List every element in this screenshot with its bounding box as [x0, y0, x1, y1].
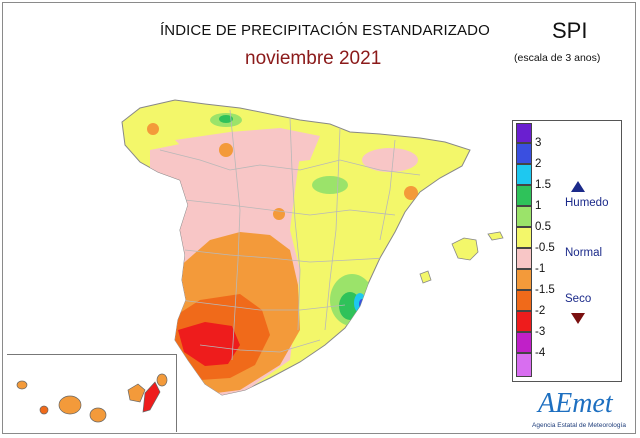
legend-tick-m0-5: -0.5 [535, 242, 555, 254]
index-scale: (escala de 3 anos) [514, 52, 601, 64]
legend-tick-m1-5: -1.5 [535, 284, 555, 296]
canary-inset-frame [7, 354, 177, 432]
ibiza [419, 270, 432, 284]
legend-tick-m2: -2 [535, 305, 546, 317]
canary-islands [16, 373, 168, 423]
legend-swatch-7 [516, 269, 532, 290]
legend-tick-1-5: 1.5 [535, 179, 551, 191]
legend-tick-2: 2 [535, 158, 542, 170]
legend-tick-0-5: 0.5 [535, 221, 551, 233]
wet-zone-center [312, 176, 348, 194]
legend-tick-1: 1 [535, 200, 542, 212]
dry-triangle-icon [571, 313, 585, 324]
legend-swatch-10 [516, 332, 532, 353]
legend-swatch-3 [516, 185, 532, 206]
legend-swatch-2 [516, 164, 532, 185]
legend-category-dry: Seco [565, 293, 592, 305]
aemet-logo: AEmet Agencia Estatal de Meteorología [530, 388, 630, 432]
menorca [487, 231, 504, 241]
logo-wordmark: AEmet [538, 388, 613, 419]
legend-swatch-8 [516, 290, 532, 311]
legend: 3 2 1.5 1 0.5 -0.5 -1 -1.5 -2 -3 -4 Hume… [512, 120, 622, 382]
legend-category-normal: Normal [565, 247, 603, 259]
map-period: noviembre 2021 [245, 48, 382, 69]
wet-triangle-icon [571, 181, 585, 192]
index-name: SPI [552, 18, 588, 43]
legend-tick-3: 3 [535, 137, 542, 149]
legend-tick-m4: -4 [535, 347, 546, 359]
legend-swatch-6 [516, 248, 532, 269]
legend-swatch-4 [516, 206, 532, 227]
legend-swatch-0 [516, 123, 532, 143]
extreme-dry-southwest [178, 322, 240, 366]
legend-swatch-11 [516, 353, 532, 377]
map-frame [2, 2, 636, 434]
legend-swatch-1 [516, 143, 532, 164]
legend-swatch-9 [516, 311, 532, 332]
logo-tagline: Agencia Estatal de Meteorología [532, 422, 626, 429]
legend-swatch-5 [516, 227, 532, 248]
legend-tick-m3: -3 [535, 326, 546, 338]
dry-zone-north [175, 128, 320, 165]
mallorca [451, 237, 479, 261]
legend-tick-m1: -1 [535, 263, 546, 275]
map-title: ÍNDICE DE PRECIPITACIÓN ESTANDARIZADO [160, 22, 490, 39]
dry-zone-northeast [362, 148, 418, 172]
legend-category-wet: Humedo [565, 197, 609, 209]
